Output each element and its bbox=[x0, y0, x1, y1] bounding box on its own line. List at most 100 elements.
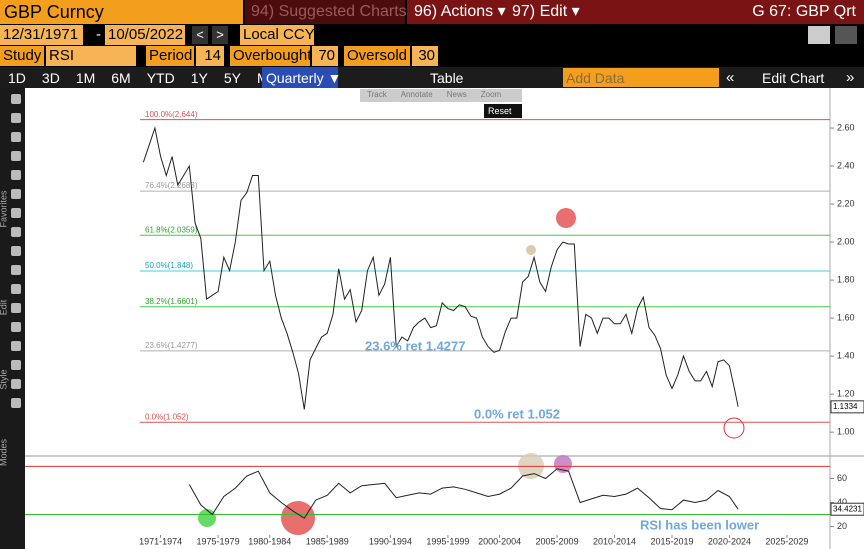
x-tick-label: 2000-2004 bbox=[478, 536, 521, 546]
mini-tool[interactable]: Annotate bbox=[400, 90, 433, 99]
x-tick-label: 1985-1989 bbox=[306, 536, 349, 546]
next-button[interactable]: > bbox=[212, 26, 228, 44]
tool-icon[interactable] bbox=[11, 398, 21, 408]
table-button[interactable]: Table bbox=[430, 70, 464, 86]
tool-icon[interactable] bbox=[11, 170, 21, 180]
tool-icon[interactable] bbox=[11, 208, 21, 218]
study-label: Study bbox=[0, 46, 44, 66]
mini-toolbar: Track Annotate News Zoom bbox=[360, 89, 522, 102]
tool-icon[interactable] bbox=[11, 341, 21, 351]
mini-tool[interactable]: Zoom bbox=[480, 90, 502, 99]
side-label: Style bbox=[0, 369, 9, 390]
y-tick-label: 1.40 bbox=[837, 351, 855, 361]
tool-icon[interactable] bbox=[11, 113, 21, 123]
x-tick-label: 1971-1974 bbox=[139, 536, 182, 546]
actions-menu[interactable]: 96) Actions ▾ bbox=[414, 3, 506, 20]
range-button[interactable]: 6M bbox=[111, 70, 131, 86]
side-label: Modes bbox=[0, 439, 9, 467]
tool-icon[interactable] bbox=[11, 189, 21, 199]
tool-icon[interactable] bbox=[11, 322, 21, 332]
tool-icon[interactable] bbox=[11, 94, 21, 104]
y-tick-label: 1.60 bbox=[837, 313, 855, 323]
fib-label: 61.8%(2.0359) bbox=[145, 225, 198, 234]
tool-icon[interactable] bbox=[11, 246, 21, 256]
last-value-label: 1.1334 bbox=[833, 402, 858, 411]
range-button[interactable]: 3D bbox=[41, 70, 60, 86]
tool-icon[interactable] bbox=[11, 227, 21, 237]
fib-label: 50.0%(1.848) bbox=[145, 261, 193, 270]
x-tick-label: 2010-2014 bbox=[593, 536, 636, 546]
x-tick-label: 2020-2024 bbox=[708, 536, 751, 546]
study-field[interactable]: RSI bbox=[46, 46, 136, 66]
reset-button[interactable]: Reset bbox=[484, 104, 522, 118]
tool-icon[interactable] bbox=[11, 132, 21, 142]
x-tick-label: 1980-1984 bbox=[248, 536, 291, 546]
series-line bbox=[142, 126, 739, 410]
period-field[interactable]: 14 bbox=[196, 46, 224, 66]
highlight-circle bbox=[723, 417, 745, 439]
side-label: Edit bbox=[0, 299, 9, 316]
fib-label: 23.6%(1.4277) bbox=[145, 341, 198, 350]
expand-button[interactable]: » bbox=[846, 69, 855, 86]
series-line bbox=[188, 468, 739, 519]
range-button[interactable]: YTD bbox=[146, 70, 175, 86]
highlight-circle bbox=[281, 501, 315, 535]
add-data-field[interactable]: Add Data bbox=[563, 68, 719, 87]
annotation: 23.6% ret 1.4277 bbox=[365, 338, 465, 353]
fib-label: 100.0%(2.644) bbox=[145, 110, 198, 119]
end-date[interactable]: 10/05/2022 bbox=[105, 25, 185, 45]
x-tick-label: 1990-1994 bbox=[369, 536, 412, 546]
tool-icon[interactable] bbox=[11, 379, 21, 389]
tool-icon[interactable] bbox=[11, 151, 21, 161]
collapse-button[interactable]: « bbox=[726, 69, 735, 86]
header-bar bbox=[407, 0, 864, 24]
side-toolbar bbox=[0, 88, 25, 549]
tool-icon[interactable] bbox=[11, 360, 21, 370]
highlight-circle bbox=[526, 245, 536, 255]
y-tick-label: 60 bbox=[837, 473, 847, 483]
y-tick-label: 1.20 bbox=[837, 389, 855, 399]
range-button[interactable]: 5Y bbox=[223, 70, 241, 86]
mini-tool[interactable]: News bbox=[446, 90, 467, 99]
tool-icon[interactable] bbox=[11, 284, 21, 294]
highlight-circle bbox=[198, 509, 216, 527]
tool-icon[interactable] bbox=[11, 265, 21, 275]
overbought-field[interactable]: 70 bbox=[312, 46, 338, 66]
highlight-circle bbox=[554, 455, 572, 473]
side-label: Favorites bbox=[0, 190, 9, 228]
undo-button[interactable] bbox=[808, 26, 830, 44]
y-tick-label: 40 bbox=[837, 497, 847, 507]
redo-button[interactable] bbox=[835, 26, 857, 44]
x-tick-label: 1995-1999 bbox=[426, 536, 469, 546]
range-button[interactable]: 1M bbox=[75, 70, 96, 86]
tool-icon[interactable] bbox=[11, 303, 21, 313]
last-value-label: 34.4231 bbox=[833, 504, 862, 513]
y-tick-label: 20 bbox=[837, 521, 847, 531]
x-tick-label: 1975-1979 bbox=[197, 536, 240, 546]
prev-button[interactable]: < bbox=[192, 26, 208, 44]
frequency-button[interactable]: Quarterly ▼ bbox=[262, 67, 341, 88]
suggested-charts[interactable]: 94) Suggested Charts bbox=[245, 0, 407, 24]
x-tick-label: 2025-2029 bbox=[765, 536, 808, 546]
currency-field[interactable]: Local CCY bbox=[240, 25, 315, 45]
annotation: 0.0% ret 1.052 bbox=[474, 406, 560, 421]
oversold-field[interactable]: 30 bbox=[412, 46, 438, 66]
start-date[interactable]: 12/31/1971 bbox=[0, 25, 83, 45]
plot-background bbox=[25, 88, 830, 549]
y-tick-label: 2.40 bbox=[837, 160, 855, 170]
edit-menu[interactable]: 97) Edit ▾ bbox=[512, 3, 580, 20]
x-tick-label: 2015-2019 bbox=[650, 536, 693, 546]
oversold-label: Oversold bbox=[344, 46, 410, 66]
fib-label: 0.0%(1.052) bbox=[145, 412, 189, 421]
overbought-label: Overbought bbox=[230, 46, 311, 66]
annotation: RSI has been lower bbox=[640, 517, 759, 532]
period-label: Period bbox=[146, 46, 194, 66]
y-tick-label: 2.60 bbox=[837, 122, 855, 132]
edit-chart-button[interactable]: Edit Chart bbox=[762, 70, 825, 86]
page-code: G 67: GBP Qrt bbox=[752, 3, 856, 20]
mini-tool[interactable]: Track bbox=[367, 90, 387, 99]
range-button[interactable]: 1Y bbox=[190, 70, 208, 86]
range-button[interactable]: 1D bbox=[8, 70, 26, 86]
security-field[interactable]: GBP Curncy bbox=[0, 0, 243, 24]
y-tick-label: 1.00 bbox=[837, 427, 855, 437]
